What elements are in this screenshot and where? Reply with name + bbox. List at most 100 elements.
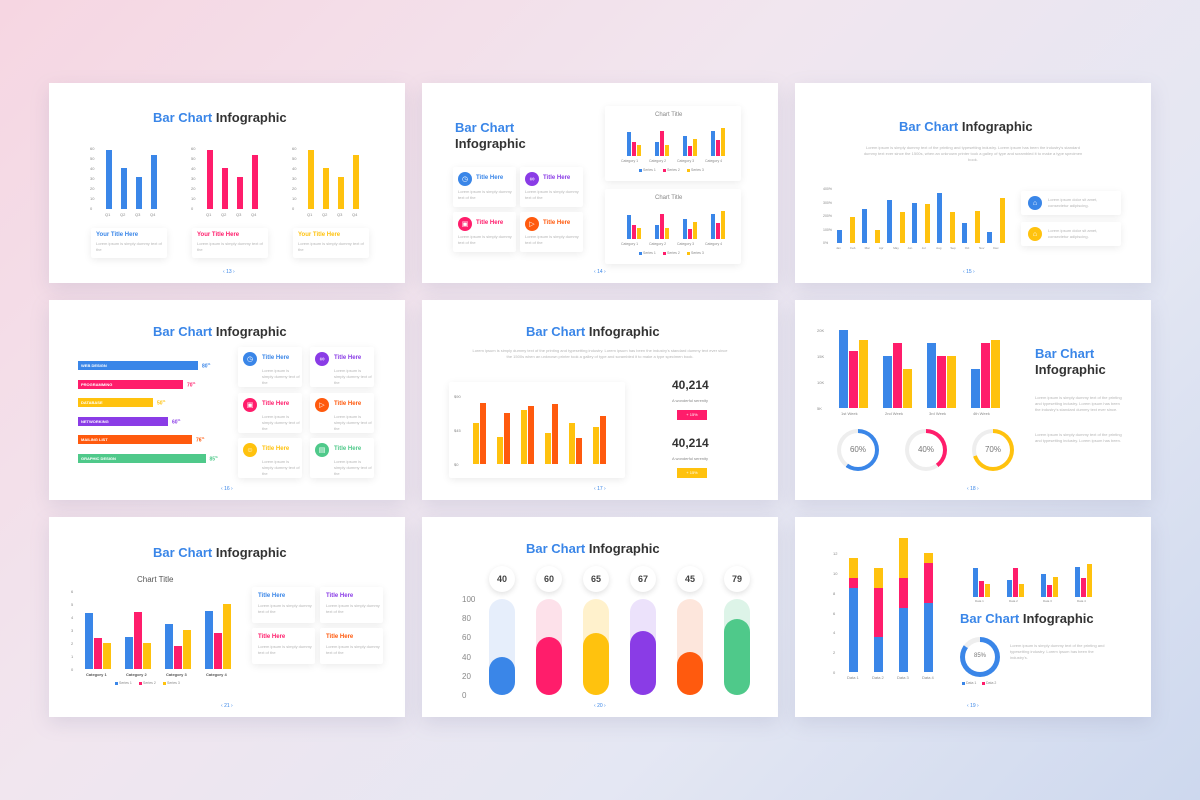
axis-tick: 2nd Week — [885, 411, 903, 416]
legend-swatch — [139, 682, 142, 685]
percent-value: 76 — [196, 437, 202, 444]
chart-bar — [353, 155, 359, 209]
stat-label: A wonderful serenity — [672, 456, 709, 461]
info-card: Your Title Here Lorem ipsum is simply du… — [293, 228, 369, 258]
chart-bar — [849, 350, 858, 408]
slide-16[interactable]: Bar Chart Infographic WEB DESIGN 80% PROGR… — [49, 300, 405, 500]
play-icon: ▷ — [525, 217, 539, 231]
legend-entry: Data 2 — [986, 681, 997, 685]
axis-tick: Data 4 — [1077, 599, 1086, 603]
chart-bar — [125, 636, 133, 669]
progress-bar: GRAPHIC DESIGN — [78, 453, 206, 463]
chart-bar — [899, 607, 908, 672]
pill-track — [677, 599, 703, 695]
slide-20[interactable]: Bar Chart Infographic 100 80 60 40 20 0 40 60 65… — [422, 517, 778, 717]
slide-21[interactable]: Bar Chart Infographic Chart Title 6 5 4 3 2 1… — [49, 517, 405, 717]
info-card: ▣ Title Here Lorem ipsum is simply dummy t… — [453, 212, 516, 252]
value-bubble: 65 — [583, 566, 609, 592]
pill-track — [489, 599, 515, 695]
legend-swatch — [663, 169, 666, 172]
card-title: Title Here — [334, 355, 362, 361]
axis-tick: 10K — [817, 380, 825, 385]
slide-14[interactable]: Bar Chart Infographic ◷ Title Here Lorem i… — [422, 83, 778, 283]
legend-entry: Series 2 — [143, 681, 156, 685]
slide-18[interactable]: 20K 15K 10K 5K 1st Week 2nd Week 3rd Week 4th W… — [795, 300, 1151, 500]
progress-bar: PROGRAMMING — [78, 379, 183, 389]
pill-fill — [536, 637, 562, 695]
info-card: ⌂ Lorem ipsum dolor sit amet, consectetu… — [1021, 222, 1121, 246]
info-card: Title Here Lorem ipsum is simply dummy te… — [320, 587, 383, 623]
axis-tick: Q4 — [251, 212, 257, 217]
chart-bar — [899, 538, 908, 578]
chart-bar — [338, 177, 344, 209]
slide-title: Bar Chart Infographic — [1035, 346, 1106, 377]
legend-entry: Data 1 — [966, 681, 977, 685]
progress-percent: 60% — [172, 418, 180, 426]
card-text: Lorem ipsum is simply dummy text of the — [458, 234, 512, 245]
axis-tick: 5K — [817, 406, 822, 411]
legend-entry: Series 3 — [167, 681, 180, 685]
chart-bar — [1087, 563, 1092, 597]
chart-card: Chart Title Category 1 Category 2 Category… — [605, 106, 741, 181]
percent-value: 85 — [209, 456, 216, 463]
percent-sign: % — [215, 454, 218, 459]
donut-hole — [909, 433, 943, 467]
legend-swatch — [639, 169, 642, 172]
axis-tick: Q1 — [307, 212, 313, 217]
donut-hole — [965, 642, 995, 672]
chart-bar — [222, 168, 228, 209]
chart-bar — [1013, 567, 1018, 597]
legend-entry: Series 3 — [691, 251, 704, 255]
legend-swatch — [687, 169, 690, 172]
stat-label: A wonderful serenity — [672, 398, 709, 403]
axis-tick: Data 1 — [975, 599, 984, 603]
legend-swatch — [982, 682, 985, 685]
stat-value: 40,214 — [672, 378, 709, 392]
chart-bar — [875, 229, 880, 243]
axis-tick: 0 — [462, 691, 467, 700]
axis-tick: 20 — [191, 186, 196, 191]
axis-tick: Q1 — [105, 212, 111, 217]
slide-13[interactable]: Bar Chart Infographic 60 50 40 30 20 10 0 Q1 Q2 Q… — [49, 83, 405, 283]
axis-tick: 0 — [71, 667, 74, 672]
axis-tick: Category 4 — [206, 672, 227, 677]
page-number: ‹ 13 › — [223, 269, 235, 275]
chart-bar — [545, 433, 551, 464]
chart-bar — [924, 553, 933, 563]
slide-17[interactable]: Bar Chart Infographic Lorem ipsum is sim… — [422, 300, 778, 500]
info-card: ∞ Title Here Lorem ipsum is simply dummy t… — [520, 167, 583, 207]
card-text: Lorem ipsum is simply dummy text of the — [262, 459, 300, 476]
axis-tick: 20 — [90, 186, 95, 191]
chart-bar — [207, 150, 213, 209]
axis-tick: 1 — [71, 654, 74, 659]
chart-bar — [1007, 580, 1012, 597]
info-card: ◷ Title Here Lorem ipsum is simply dummy t… — [453, 167, 516, 207]
chart-bar — [576, 438, 582, 464]
axis-tick: 20 — [292, 186, 297, 191]
axis-tick: Category 1 — [86, 672, 107, 677]
donut-chart: 60% — [837, 429, 879, 471]
axis-tick: 8 — [833, 590, 836, 596]
progress-bar: WEB DESIGN — [78, 361, 198, 370]
slide-19[interactable]: 12 10 8 6 4 2 0 Data 1 Data 2 Data 3 Data 4 Data 1… — [795, 517, 1151, 717]
axis-tick: 0 — [292, 206, 295, 211]
axis-tick: Nov — [979, 246, 985, 250]
info-card: Your Title Here Lorem ipsum is simply du… — [192, 228, 268, 258]
chart-bar — [627, 214, 631, 239]
axis-tick: 6 — [71, 589, 74, 594]
chart-bar — [655, 141, 659, 156]
chart-bar — [893, 343, 902, 408]
chart-bar — [473, 423, 479, 464]
chart-bar — [637, 227, 641, 239]
chart-bar — [308, 150, 314, 209]
slide-15[interactable]: Bar Chart Infographic Lorem ipsum is sim… — [795, 83, 1151, 283]
chart-bar — [637, 144, 641, 156]
axis-tick: 4th Week — [973, 411, 990, 416]
axis-tick: Q2 — [322, 212, 328, 217]
axis-tick: 15K — [817, 354, 825, 359]
axis-tick: Q2 — [221, 212, 227, 217]
percent-value: 80 — [202, 363, 208, 370]
chart-bar — [925, 203, 930, 243]
slide-title: Bar Chart Infographic — [899, 119, 1033, 134]
legend-entry: Series 1 — [643, 251, 656, 255]
